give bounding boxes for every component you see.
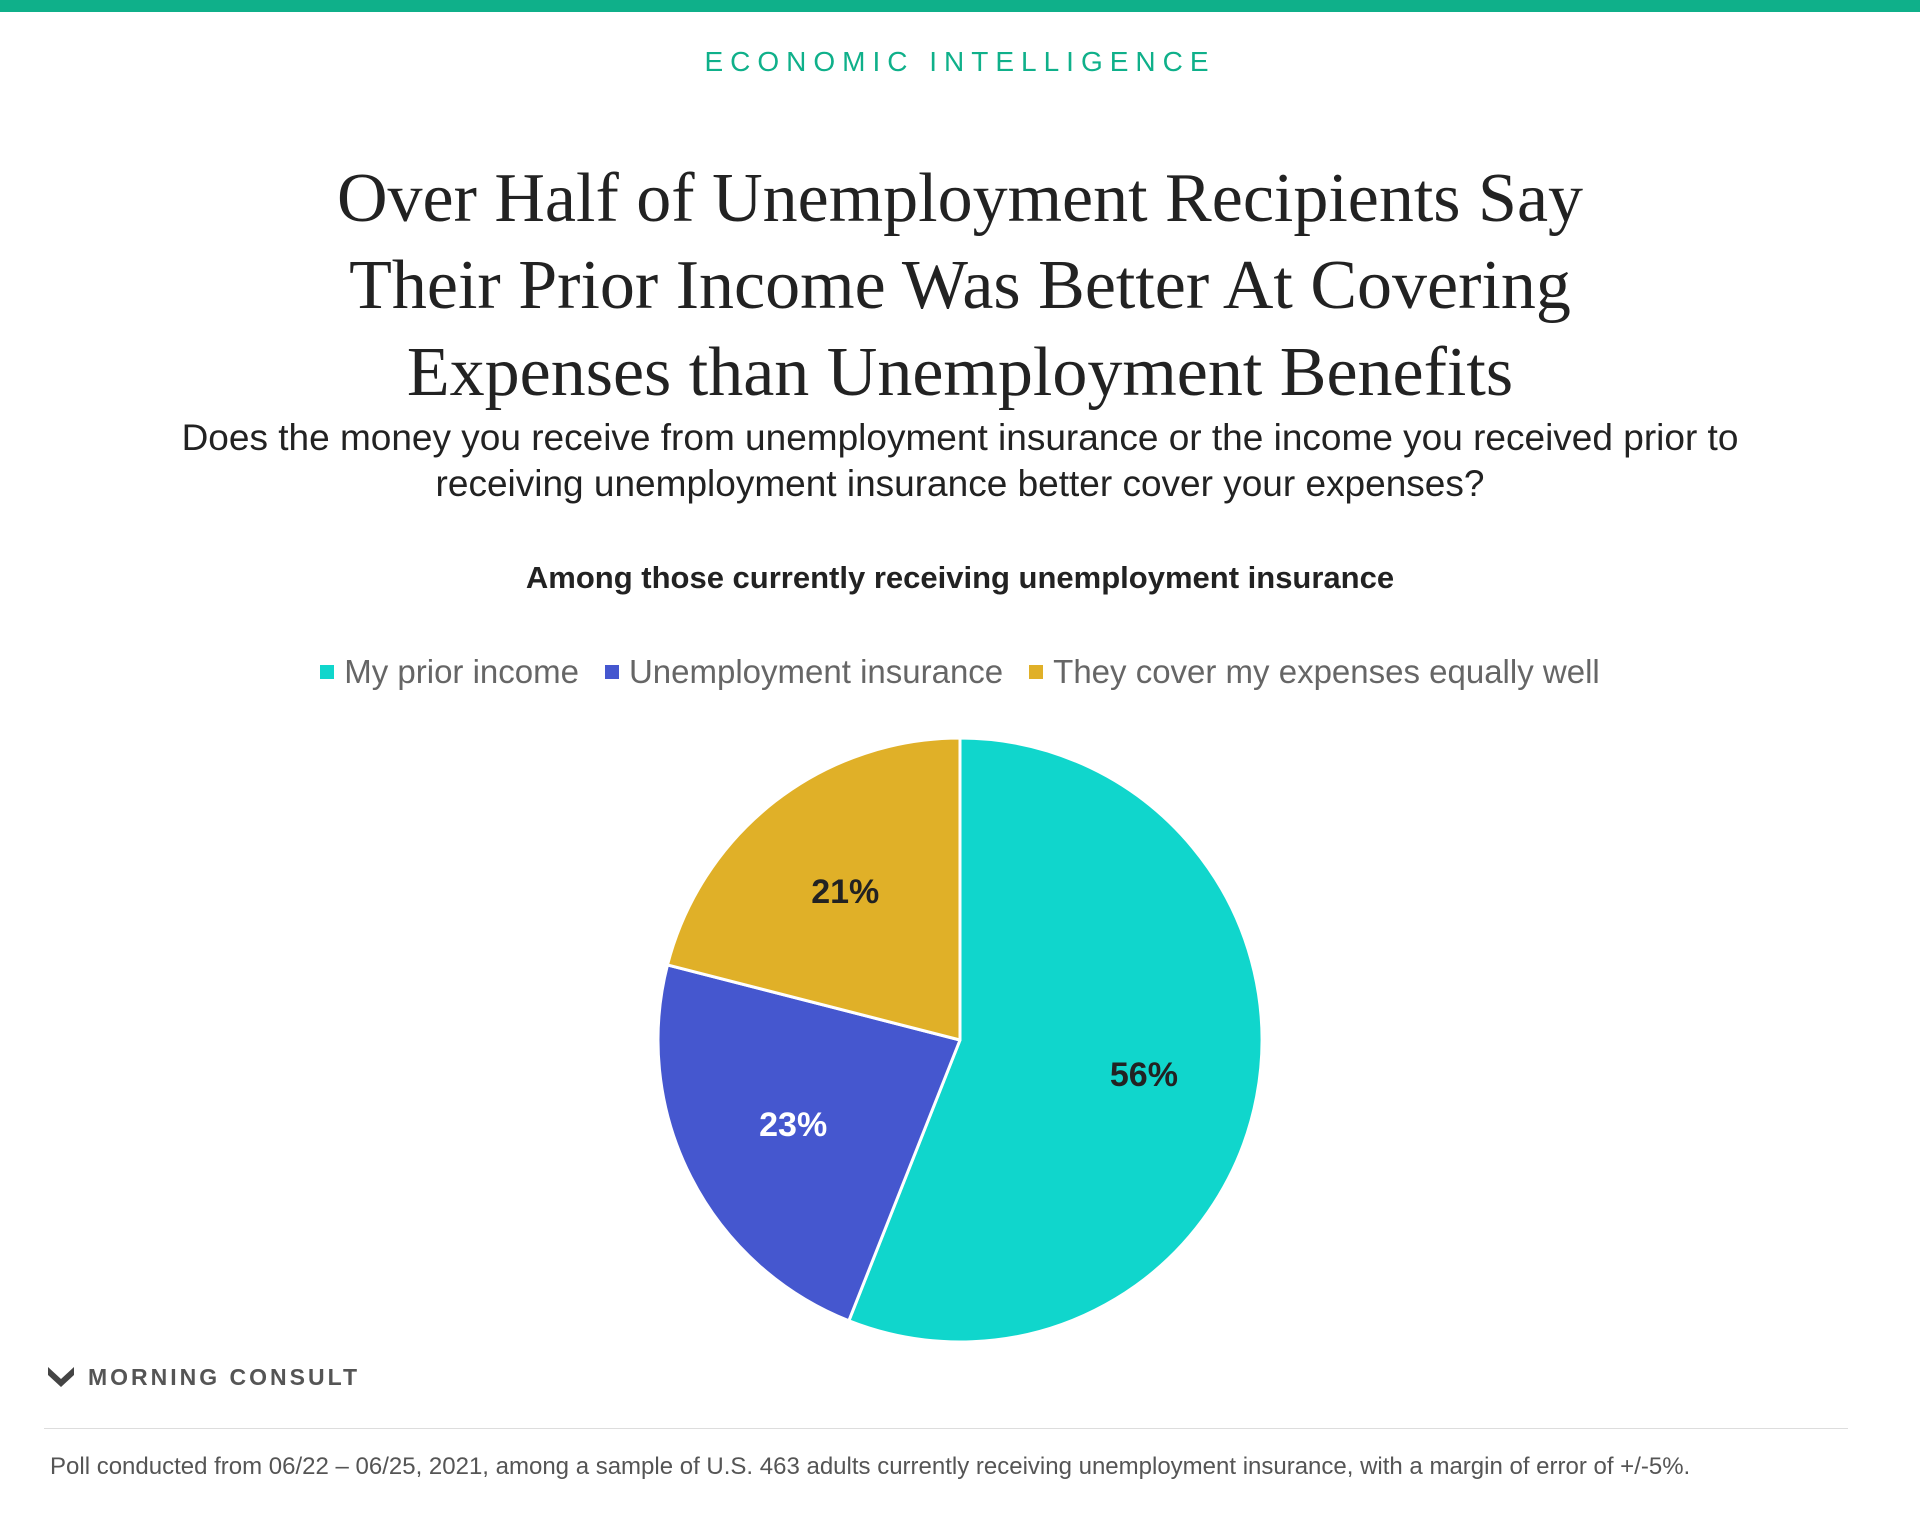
pie-slice-0 [847, 736, 1264, 1344]
pie-chart: 56% 23% 21% [640, 720, 1280, 1360]
pie-slice-1 [656, 963, 962, 1323]
pie-slice-2 [665, 736, 962, 1042]
pie-chart-svg: 56% 23% 21% [656, 736, 1264, 1344]
footnote: Poll conducted from 06/22 – 06/25, 2021,… [50, 1453, 1691, 1480]
brand-name: MORNING CONSULT [88, 1364, 361, 1390]
legend-label: My prior income [344, 653, 579, 690]
pie-data-label-1: 23% [759, 1106, 827, 1144]
footer-divider [44, 1428, 1848, 1429]
accent-top-bar [0, 0, 1920, 12]
chart-subtitle: Among those currently receiving unemploy… [525, 560, 1395, 595]
chart-legend: My prior income Unemployment insurance T… [0, 653, 1920, 691]
survey-question: Does the money you receive from unemploy… [181, 417, 1739, 504]
legend-swatch [320, 665, 335, 679]
legend-label: Unemployment insurance [628, 653, 1004, 690]
pie-data-label-2: 21% [811, 873, 879, 911]
brand-logo: MORNING CONSULT [46, 1364, 360, 1391]
legend-item: Unemployment insurance [604, 653, 1004, 691]
legend-swatch [604, 665, 619, 679]
legend-swatch [1029, 665, 1044, 679]
chart-title: Over Half of Unemployment Recipients Say… [336, 160, 1584, 411]
legend-item: They cover my expenses equally well [1029, 653, 1600, 691]
legend-label: They cover my expenses equally well [1053, 653, 1600, 690]
legend-item: My prior income [320, 653, 579, 691]
morning-consult-logo-icon [48, 1366, 74, 1387]
section-kicker: ECONOMIC INTELLIGENCE [704, 46, 1216, 77]
pie-data-label-0: 56% [1110, 1056, 1178, 1094]
